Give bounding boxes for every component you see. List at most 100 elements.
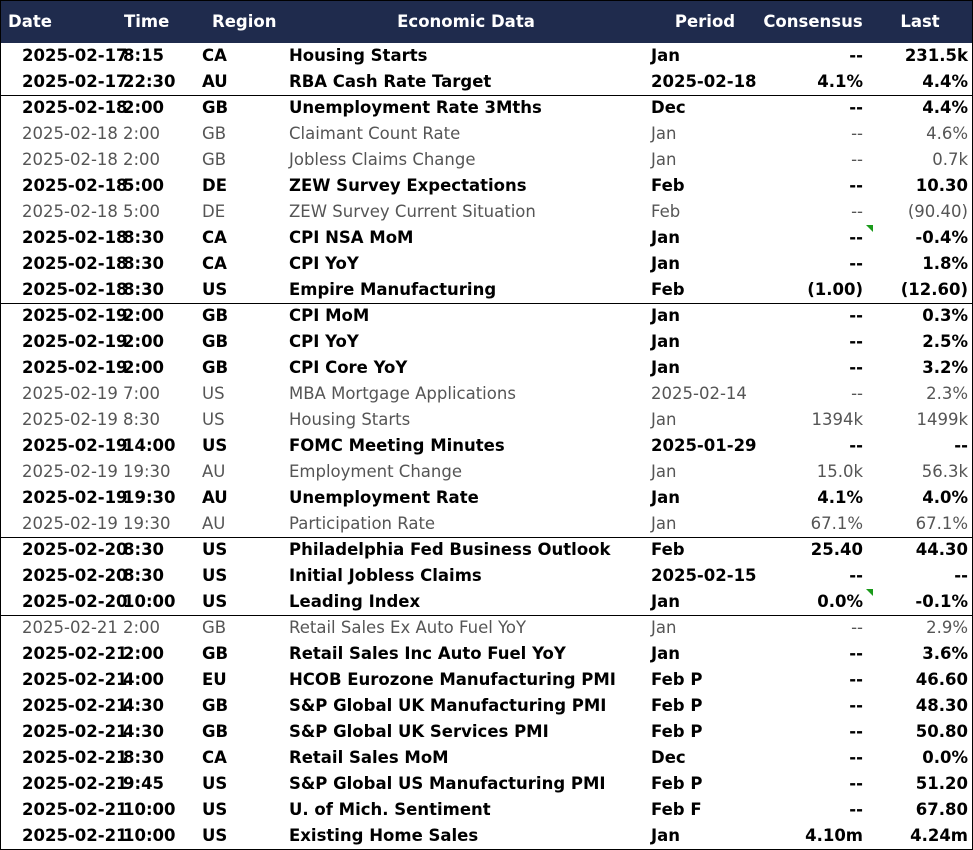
- cell-time: 8:30: [123, 566, 165, 585]
- cell-region: EU: [202, 670, 227, 689]
- cell-period: Jan: [651, 618, 677, 637]
- cell-period: Jan: [651, 124, 677, 143]
- cell-last: 3.2%: [922, 358, 968, 377]
- cell-last: 48.30: [915, 696, 968, 715]
- cell-time: 10:00: [123, 826, 176, 845]
- cell-time: 19:30: [123, 514, 171, 533]
- cell-economic-data: Unemployment Rate 3Mths: [289, 98, 542, 117]
- group-separator: [1, 95, 972, 96]
- cell-region: GB: [202, 722, 229, 741]
- cell-last: 0.7k: [932, 150, 968, 169]
- cell-economic-data: Existing Home Sales: [289, 826, 479, 845]
- cell-economic-data: S&P Global US Manufacturing PMI: [289, 774, 606, 793]
- cell-date: 2025-02-19: [22, 410, 118, 429]
- cell-region: GB: [202, 124, 227, 143]
- cell-economic-data: CPI MoM: [289, 306, 370, 325]
- cell-time: 14:00: [123, 436, 176, 455]
- cell-time: 4:00: [123, 670, 165, 689]
- cell-time: 8:30: [123, 280, 165, 299]
- cell-date: 2025-02-18: [22, 98, 128, 117]
- cell-period: Jan: [651, 488, 681, 507]
- cell-economic-data: Participation Rate: [289, 514, 436, 533]
- cell-time: 4:30: [123, 696, 165, 715]
- cell-consensus: --: [851, 384, 863, 403]
- cell-last: -0.1%: [915, 592, 968, 611]
- cell-date: 2025-02-21: [22, 618, 118, 637]
- cell-last: 231.5k: [904, 46, 968, 65]
- cell-region: US: [202, 384, 225, 403]
- cell-date: 2025-02-21: [22, 644, 128, 663]
- cell-region: GB: [202, 306, 229, 325]
- cell-region: GB: [202, 98, 229, 117]
- cell-period: Feb: [651, 540, 685, 559]
- cell-period: Feb P: [651, 722, 703, 741]
- cell-time: 8:30: [123, 540, 165, 559]
- cell-last: 2.9%: [926, 618, 968, 637]
- cell-region: AU: [202, 488, 228, 507]
- cell-consensus: --: [851, 124, 863, 143]
- cell-last: 4.6%: [926, 124, 968, 143]
- cell-consensus: --: [849, 800, 863, 819]
- cell-period: Jan: [651, 46, 681, 65]
- cell-time: 2:00: [123, 644, 165, 663]
- header-consensus: Consensus: [763, 12, 863, 31]
- cell-time: 8:30: [123, 410, 161, 429]
- cell-region: CA: [202, 748, 227, 767]
- cell-time: 7:00: [123, 384, 161, 403]
- cell-last: 56.3k: [921, 462, 968, 481]
- cell-region: US: [202, 280, 228, 299]
- cell-time: 8:30: [123, 228, 165, 247]
- cell-period: Dec: [651, 98, 686, 117]
- cell-economic-data: Claimant Count Rate: [289, 124, 461, 143]
- cell-date: 2025-02-21: [22, 670, 128, 689]
- cell-region: GB: [202, 358, 229, 377]
- cell-economic-data: Leading Index: [289, 592, 421, 611]
- cell-period: Jan: [651, 358, 681, 377]
- cell-economic-data: S&P Global UK Manufacturing PMI: [289, 696, 607, 715]
- cell-last: 0.3%: [922, 306, 968, 325]
- cell-time: 2:00: [123, 306, 165, 325]
- cell-period: Feb: [651, 176, 685, 195]
- cell-consensus: 4.1%: [817, 488, 863, 507]
- cell-period: 2025-02-18: [651, 72, 757, 91]
- cell-region: CA: [202, 228, 227, 247]
- cell-date: 2025-02-19: [22, 306, 128, 325]
- cell-region: US: [202, 592, 228, 611]
- cell-time: 4:30: [123, 722, 165, 741]
- cell-economic-data: S&P Global UK Services PMI: [289, 722, 549, 741]
- cell-last: -0.4%: [915, 228, 968, 247]
- cell-last: 1499k: [916, 410, 968, 429]
- cell-time: 22:30: [123, 72, 176, 91]
- cell-last: 4.24m: [910, 826, 968, 845]
- cell-time: 8:30: [123, 254, 165, 273]
- cell-economic-data: ZEW Survey Expectations: [289, 176, 527, 195]
- cell-economic-data: Philadelphia Fed Business Outlook: [289, 540, 611, 559]
- cell-date: 2025-02-20: [22, 540, 128, 559]
- cell-consensus: --: [849, 176, 863, 195]
- cell-region: AU: [202, 462, 226, 481]
- cell-last: 4.4%: [922, 98, 968, 117]
- cell-period: Feb F: [651, 800, 702, 819]
- cell-economic-data: Housing Starts: [289, 46, 428, 65]
- cell-consensus: (1.00): [807, 280, 863, 299]
- cell-period: Jan: [651, 826, 681, 845]
- cell-date: 2025-02-21: [22, 722, 128, 741]
- cell-last: 2.5%: [922, 332, 968, 351]
- cell-time: 5:00: [123, 176, 165, 195]
- cell-consensus: --: [849, 98, 863, 117]
- cell-time: 5:00: [123, 202, 161, 221]
- cell-consensus: --: [849, 774, 863, 793]
- cell-date: 2025-02-19: [22, 358, 128, 377]
- cell-consensus: --: [849, 696, 863, 715]
- cell-economic-data: Housing Starts: [289, 410, 411, 429]
- cell-date: 2025-02-18: [22, 254, 128, 273]
- group-separator: [1, 303, 972, 304]
- cell-region: GB: [202, 332, 229, 351]
- cell-economic-data: U. of Mich. Sentiment: [289, 800, 491, 819]
- cell-economic-data: Employment Change: [289, 462, 462, 481]
- cell-period: Feb P: [651, 696, 703, 715]
- cell-period: Jan: [651, 462, 677, 481]
- cell-date: 2025-02-19: [22, 332, 128, 351]
- cell-region: US: [202, 410, 225, 429]
- cell-economic-data: Retail Sales MoM: [289, 748, 449, 767]
